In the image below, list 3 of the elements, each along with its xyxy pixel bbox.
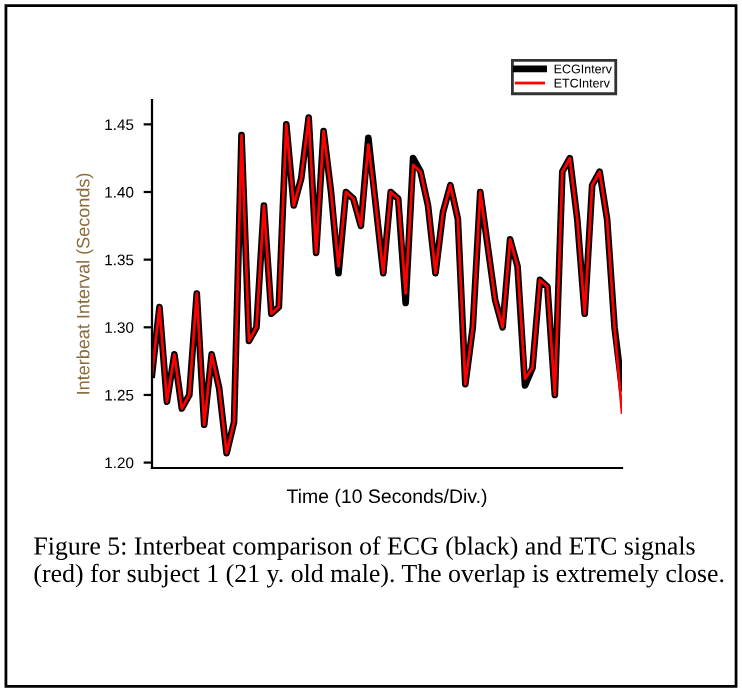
y-axis-title: Interbeat Interval (Seconds) [76, 173, 94, 394]
x-axis-title: Time (10 Seconds/Div.) [286, 488, 487, 507]
caption: Figure 5: Interbeat comparison of ECG (black) and ETC signals (red) for subject 1 (21 y. old male). The overlap is extremely close. [34, 536, 724, 588]
